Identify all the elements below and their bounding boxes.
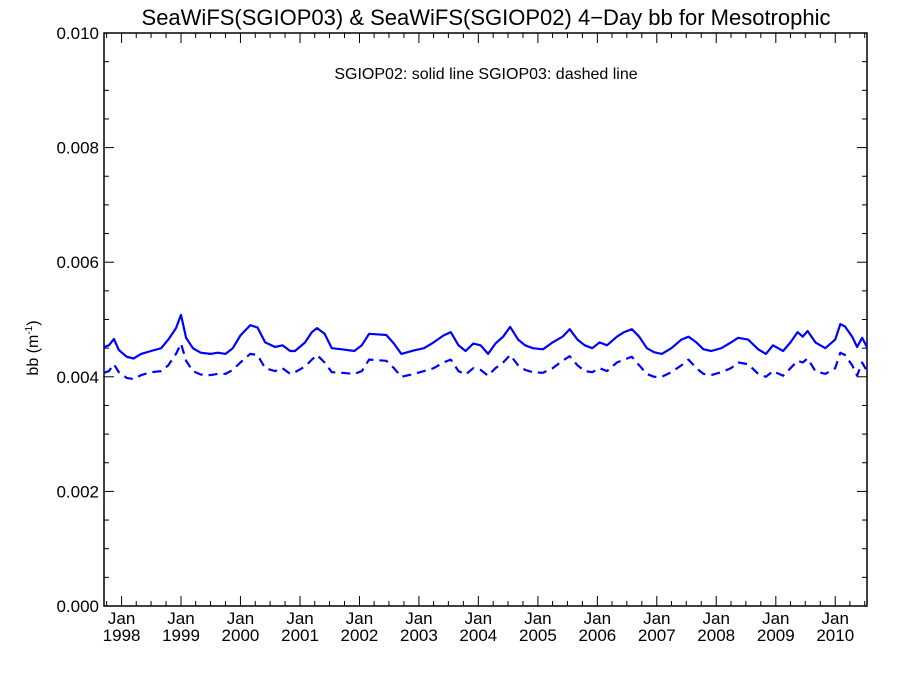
x-tick-year: 2007 <box>638 626 676 645</box>
y-axis-label: bb (m-1) <box>24 320 42 375</box>
y-axis-label-text: bb (m <box>25 335 42 376</box>
x-tick-year: 2001 <box>281 626 319 645</box>
x-tick-year: 2002 <box>341 626 379 645</box>
y-tick-label: 0.002 <box>56 482 99 501</box>
x-tick-year: 2006 <box>578 626 616 645</box>
x-tick-year: 2008 <box>697 626 735 645</box>
y-tick-label: 0.000 <box>56 597 99 616</box>
x-tick-month: Jan <box>405 609 432 628</box>
x-tick-month: Jan <box>822 609 849 628</box>
y-tick-label: 0.010 <box>56 24 99 43</box>
x-tick-month: Jan <box>108 609 135 628</box>
x-tick-year: 2010 <box>816 626 854 645</box>
x-tick-year: 2004 <box>459 626 497 645</box>
x-tick-year: 2000 <box>222 626 260 645</box>
series-line-sgiop02 <box>103 313 868 360</box>
x-tick-month: Jan <box>286 609 313 628</box>
chart-title: SeaWiFS(SGIOP03) & SeaWiFS(SGIOP02) 4−Da… <box>142 5 831 30</box>
y-tick-label: 0.004 <box>56 368 99 387</box>
x-tick-month: Jan <box>465 609 492 628</box>
y-tick-label: 0.008 <box>56 139 99 158</box>
plot-frame <box>103 32 868 607</box>
x-tick-month: Jan <box>346 609 373 628</box>
series-group <box>103 313 868 381</box>
x-tick-year: 2003 <box>400 626 438 645</box>
x-tick-month: Jan <box>762 609 789 628</box>
x-tick-month: Jan <box>167 609 194 628</box>
axis-ticks: 0.0000.0020.0040.0060.0080.010Jan1998Jan… <box>56 24 867 645</box>
x-tick-year: 2009 <box>757 626 795 645</box>
series-line-sgiop03 <box>103 342 868 381</box>
x-tick-month: Jan <box>643 609 670 628</box>
y-axis-label-close: ) <box>25 320 42 325</box>
y-tick-label: 0.006 <box>56 253 99 272</box>
series-annotation: SGIOP02: solid line SGIOP03: dashed line <box>334 66 637 83</box>
x-tick-year: 1999 <box>162 626 200 645</box>
x-tick-month: Jan <box>584 609 611 628</box>
x-tick-year: 2005 <box>519 626 557 645</box>
y-axis-label-superscript: -1 <box>24 325 35 334</box>
x-tick-month: Jan <box>524 609 551 628</box>
x-tick-month: Jan <box>227 609 254 628</box>
x-tick-month: Jan <box>703 609 730 628</box>
x-tick-year: 1998 <box>103 626 141 645</box>
